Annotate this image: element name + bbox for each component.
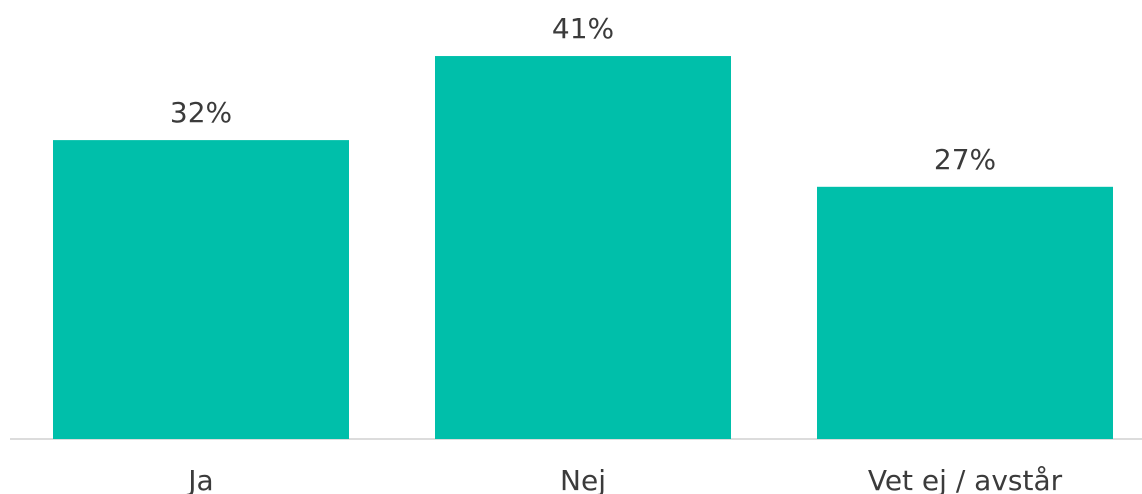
value-label-3: 27% [934,143,996,176]
category-label-3: Vet ej / avstår [868,464,1063,494]
bar-1 [53,140,349,439]
bars-group [53,56,1113,440]
value-label-1: 32% [170,96,232,129]
category-label-2: Nej [560,464,606,494]
bar-3 [817,186,1113,439]
category-labels-group: Ja Nej Vet ej / avstår [186,464,1062,494]
value-label-2: 41% [552,12,614,45]
category-label-1: Ja [186,464,213,494]
bar-2 [435,56,731,440]
value-labels-group: 32% 41% 27% [170,12,996,176]
